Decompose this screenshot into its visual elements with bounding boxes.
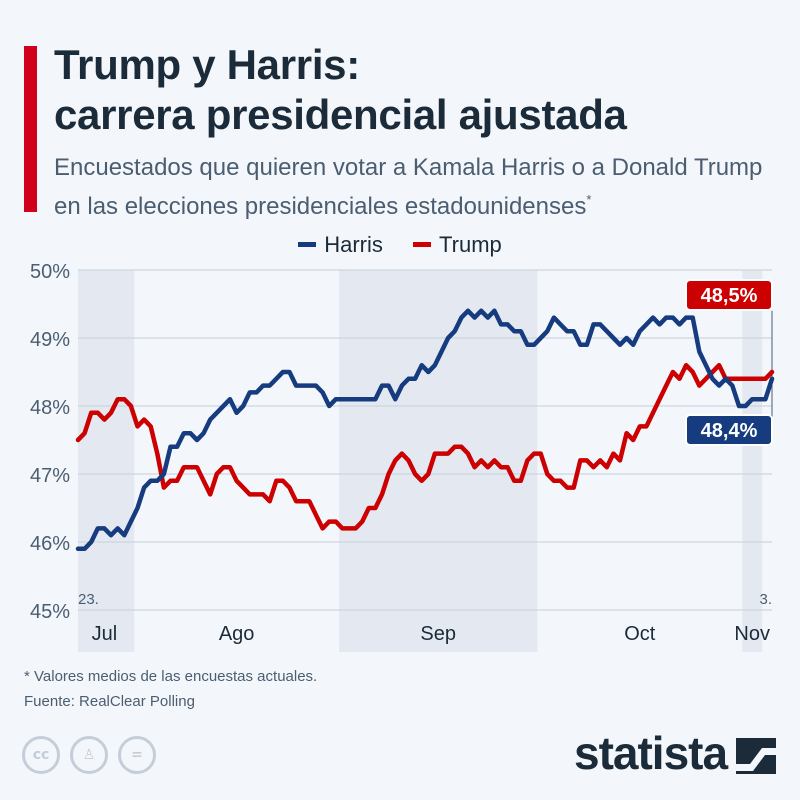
x-month-label: Ago <box>219 623 255 645</box>
x-month-label: Oct <box>624 623 656 645</box>
y-tick-label: 46% <box>30 533 70 555</box>
statista-logo-mark <box>736 738 776 774</box>
legend-label-trump: Trump <box>439 232 502 257</box>
series-line-trump <box>75 362 775 531</box>
title-line-2: carrera presidencial ajustada <box>54 91 627 138</box>
y-tick-label: 45% <box>30 601 70 623</box>
month-band-jul <box>78 270 135 652</box>
subtitle-text: Encuestados que quieren votar a Kamala H… <box>54 154 763 220</box>
statista-logo[interactable]: statista <box>574 727 728 779</box>
x-end-date-label: 3. <box>759 591 772 608</box>
month-band-sep <box>339 270 538 652</box>
cc-icon[interactable]: cc <box>22 736 60 774</box>
end-value-label-harris: 48,4% <box>701 420 758 442</box>
y-tick-label: 49% <box>30 329 70 351</box>
month-band-nov <box>742 270 763 652</box>
x-start-date-label: 23. <box>78 591 99 608</box>
end-value-label-trump: 48,5% <box>701 285 758 307</box>
attribution-icon[interactable]: ♙ <box>70 736 108 774</box>
y-tick-label: 50% <box>30 261 70 283</box>
legend-swatch-trump <box>413 241 432 247</box>
end-value-label-harris-box <box>685 414 773 446</box>
chart-title: Trump y Harris: carrera presidencial aju… <box>54 40 774 140</box>
x-month-label: Sep <box>420 623 456 645</box>
source-credit: Fuente: RealClear Polling <box>24 693 195 710</box>
subtitle-footnote-mark: * <box>586 192 592 207</box>
y-tick-label: 48% <box>30 397 70 419</box>
license-icons: cc ♙ = <box>22 736 166 774</box>
y-tick-label: 47% <box>30 465 70 487</box>
legend-label-harris: Harris <box>324 232 383 257</box>
series-line-harris <box>75 308 775 552</box>
x-month-label: Jul <box>92 623 118 645</box>
chart-legend: Harris Trump <box>0 232 800 258</box>
end-value-label-trump-box <box>685 279 773 311</box>
footnote: * Valores medios de las encuestas actual… <box>24 668 318 685</box>
legend-item-trump: Trump <box>413 232 502 258</box>
chart-subtitle: Encuestados que quieren votar a Kamala H… <box>54 152 784 223</box>
no-derivatives-icon[interactable]: = <box>118 736 156 774</box>
title-line-1: Trump y Harris: <box>54 41 360 88</box>
title-accent-bar <box>24 46 37 212</box>
legend-item-harris: Harris <box>298 232 383 258</box>
x-month-label: Nov <box>734 623 770 645</box>
legend-swatch-harris <box>298 241 317 247</box>
